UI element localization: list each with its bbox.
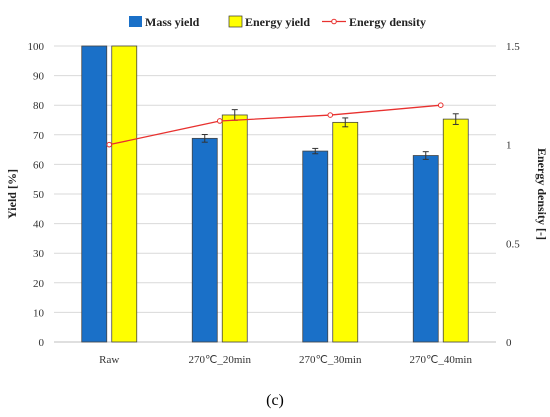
bar-energy-yield-2 bbox=[332, 121, 359, 343]
y-tick-label-20: 20 bbox=[33, 278, 45, 290]
y-tick-label-30: 30 bbox=[33, 248, 45, 260]
bar-mass-yield-3 bbox=[412, 155, 439, 343]
point-energy-density-0 bbox=[106, 141, 113, 148]
bar-energy-yield-3 bbox=[442, 118, 469, 343]
legend-marker-energy-density bbox=[331, 18, 337, 25]
x-tick-label-3: 270℃_40min bbox=[410, 354, 473, 366]
point-energy-density-2 bbox=[327, 112, 334, 118]
right-y-axis: 0 0.5 1 1.5 bbox=[506, 41, 520, 349]
panel-label: (c) bbox=[266, 392, 284, 409]
legend-label-energy-density: Energy density bbox=[349, 15, 426, 29]
y2-axis-title: Energy density [-] bbox=[535, 148, 549, 240]
legend-label-mass-yield: Mass yield bbox=[145, 15, 200, 29]
point-energy-density-1 bbox=[216, 118, 223, 124]
y2-tick-label-1-5: 1.5 bbox=[506, 41, 520, 53]
x-tick-label-1: 270℃_20min bbox=[189, 354, 252, 366]
left-y-axis: 0 10 20 30 40 50 60 70 80 90 100 bbox=[28, 41, 45, 349]
y-tick-label-50: 50 bbox=[33, 189, 45, 201]
bar-energy-yield-1 bbox=[221, 114, 248, 343]
bar-energy-yield-0 bbox=[111, 45, 138, 343]
energy-density-line bbox=[106, 102, 444, 148]
bar-mass-yield-2 bbox=[302, 150, 329, 343]
line-energy-density bbox=[109, 104, 441, 146]
y2-tick-label-0-5: 0.5 bbox=[506, 238, 520, 250]
bar-mass-yield-1 bbox=[191, 137, 218, 343]
legend-swatch-mass-yield bbox=[129, 16, 142, 27]
x-axis: Raw 270℃_20min 270℃_30min 270℃_40min bbox=[99, 354, 472, 366]
y-tick-label-60: 60 bbox=[33, 159, 45, 171]
y-tick-label-0: 0 bbox=[39, 337, 45, 349]
y2-tick-label-1: 1 bbox=[506, 140, 512, 152]
error-bars bbox=[201, 109, 459, 160]
legend-swatch-energy-yield bbox=[228, 15, 243, 28]
y-tick-label-100: 100 bbox=[28, 41, 45, 53]
y-tick-label-40: 40 bbox=[33, 219, 45, 231]
y-tick-label-90: 90 bbox=[33, 71, 45, 83]
x-tick-label-0: Raw bbox=[99, 354, 119, 366]
point-energy-density-3 bbox=[437, 102, 444, 108]
y-axis-title: Yield [%] bbox=[5, 169, 19, 219]
y-tick-label-10: 10 bbox=[33, 307, 45, 319]
x-tick-label-2: 270℃_30min bbox=[299, 354, 362, 366]
legend: Mass yield Energy yield Energy density bbox=[129, 15, 426, 29]
y-tick-label-80: 80 bbox=[33, 100, 45, 112]
y-tick-label-70: 70 bbox=[33, 130, 45, 142]
bars bbox=[81, 45, 469, 343]
bar-mass-yield-0 bbox=[81, 45, 108, 343]
y2-tick-label-0: 0 bbox=[506, 337, 512, 349]
legend-label-energy-yield: Energy yield bbox=[245, 15, 310, 29]
